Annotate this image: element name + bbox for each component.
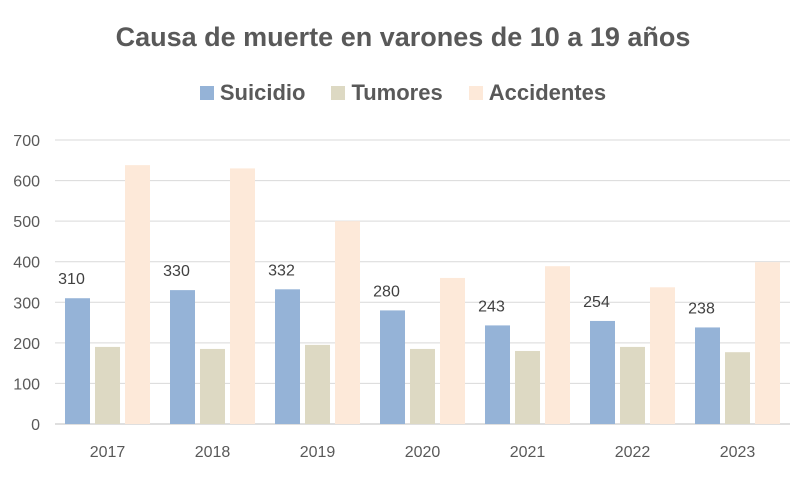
y-tick-label: 0 (31, 417, 40, 434)
data-label: 330 (163, 263, 190, 280)
y-tick-label: 500 (13, 214, 40, 231)
bar-tumores (305, 344, 330, 424)
bar-accidentes (335, 221, 360, 424)
data-label: 332 (268, 262, 295, 279)
bar-suicidio (695, 327, 720, 424)
y-tick-label: 200 (13, 336, 40, 353)
data-label: 243 (478, 298, 505, 315)
x-tick-label: 2021 (510, 444, 546, 461)
legend-swatch (199, 86, 214, 100)
bar-tumores (725, 352, 750, 424)
bar-accidentes (230, 168, 255, 424)
y-tick-label: 400 (13, 255, 40, 272)
bar-accidentes (440, 277, 465, 424)
x-tick-label: 2023 (720, 444, 756, 461)
legend-item: Accidentes (468, 80, 607, 106)
data-label: 310 (58, 271, 85, 288)
x-tick-label: 2018 (195, 444, 231, 461)
y-tick-label: 100 (13, 376, 40, 393)
data-label: 254 (583, 294, 610, 311)
bar-accidentes (650, 287, 675, 424)
legend-label: Tumores (351, 80, 443, 105)
data-label: 238 (688, 300, 715, 317)
bar-tumores (95, 346, 120, 424)
bar-suicidio (170, 290, 195, 424)
bar-accidentes (755, 262, 780, 424)
bar-accidentes (545, 266, 570, 424)
bar-tumores (200, 348, 225, 424)
legend-swatch (331, 86, 346, 100)
legend-label: Accidentes (488, 80, 607, 105)
bar-tumores (515, 350, 540, 424)
legend-swatch (468, 86, 483, 100)
bar-suicidio (590, 320, 615, 424)
x-tick-label: 2022 (615, 444, 651, 461)
bar-tumores (620, 346, 645, 424)
x-tick-label: 2020 (405, 444, 441, 461)
y-tick-label: 700 (13, 133, 40, 150)
data-label: 280 (373, 283, 400, 300)
bar-tumores (410, 348, 435, 424)
legend-item: Tumores (331, 80, 443, 106)
legend-item: Suicidio (199, 80, 306, 106)
legend-label: Suicidio (219, 80, 306, 105)
bar-suicidio (380, 310, 405, 424)
y-tick-label: 300 (13, 295, 40, 312)
x-tick-label: 2019 (300, 444, 336, 461)
bar-accidentes (125, 165, 150, 424)
y-tick-label: 600 (13, 174, 40, 191)
bar-suicidio (275, 289, 300, 424)
x-tick-label: 2017 (90, 444, 126, 461)
bar-suicidio (485, 325, 510, 424)
bar-suicidio (65, 298, 90, 424)
chart-title: Causa de muerte en varones de 10 a 19 añ… (115, 22, 691, 52)
legend: Suicidio Tumores Accidentes (0, 80, 806, 106)
